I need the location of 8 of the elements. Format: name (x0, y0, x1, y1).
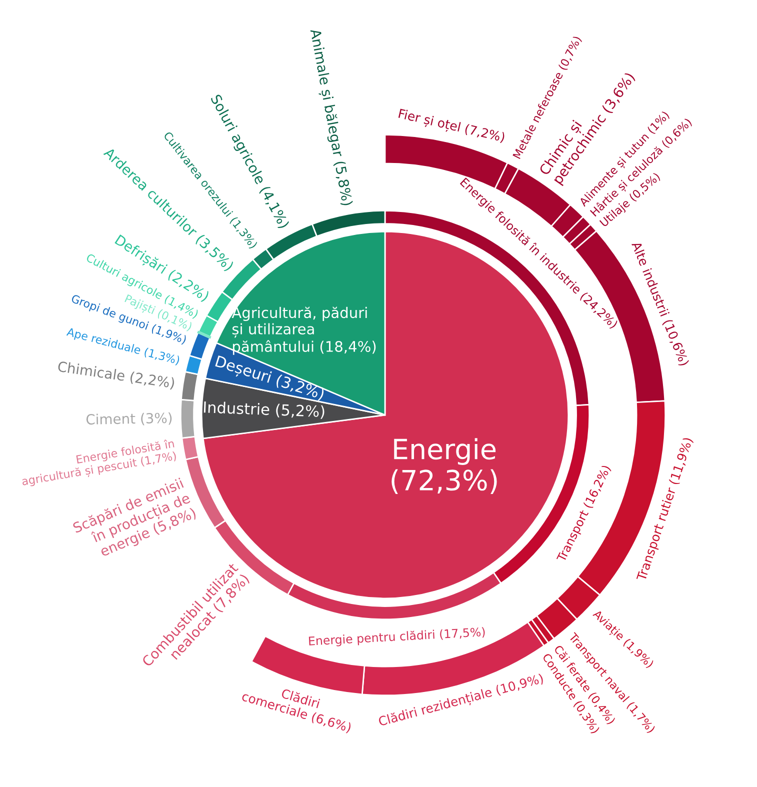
data-label: (72,3%) (392, 469, 497, 494)
category-label: Animale și bălegar (5,8%) (310, 28, 354, 206)
category-label: Energie pentru clădiri (17,5%) (308, 627, 485, 646)
slice-label: Industrie (5,2%) (204, 401, 324, 420)
slice-label: Energie (394, 438, 496, 465)
category-label: Ciment (3%) (86, 412, 172, 426)
slice-label: Agricultură, păduri și utilizarea pământului (18,4%) (232, 306, 376, 355)
category-label: Fier și oțel (7,2%) (398, 108, 506, 144)
